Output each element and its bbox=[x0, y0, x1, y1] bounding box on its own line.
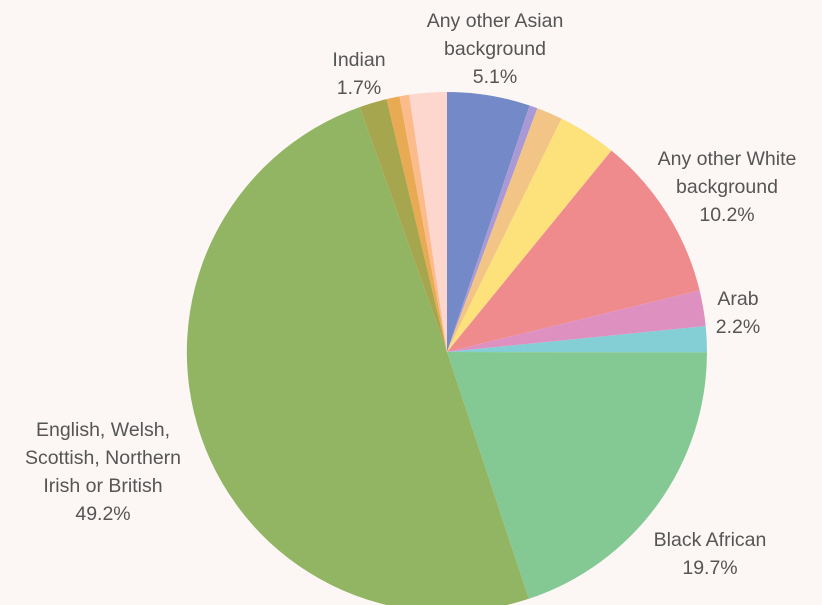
slice-label-arab: Arab 2.2% bbox=[716, 288, 760, 338]
pie-slice-unlabeled-12 bbox=[409, 92, 447, 352]
pie-slice-indian bbox=[359, 99, 447, 353]
slice-label-line: 10.2% bbox=[699, 204, 754, 226]
slice-label-line: English, Welsh, bbox=[36, 419, 170, 441]
slice-label-line: 2.2% bbox=[716, 316, 760, 338]
pie-slice-arab bbox=[447, 290, 706, 352]
slice-label-line: Any other White bbox=[658, 148, 797, 170]
slice-label-line: Scottish, Northern bbox=[25, 447, 181, 469]
slice-label-line: Any other Asian bbox=[427, 10, 564, 32]
pie-slice-any-other-white-background bbox=[447, 150, 700, 352]
slice-label-line: Arab bbox=[717, 288, 758, 310]
slice-label-english-welsh-scottish-northern-irish-or-british: English, Welsh, Scottish, Northern Irish o… bbox=[25, 419, 181, 525]
pie-slice-black-african bbox=[447, 352, 707, 599]
pie-slice-english-welsh-scottish-northern-irish-or-british bbox=[186, 107, 529, 605]
pie-slice-unlabeled-11 bbox=[399, 94, 447, 352]
slice-label-indian: Indian 1.7% bbox=[332, 49, 385, 99]
pie-slice-unlabeled-6 bbox=[447, 326, 708, 353]
pie-slice-any-other-asian-background bbox=[447, 92, 530, 352]
pie-labels: Any other Asian background 5.1% Any other W… bbox=[25, 10, 796, 579]
pie-slices bbox=[186, 92, 708, 605]
pie-slice-unlabeled-2 bbox=[447, 108, 562, 352]
slice-label-line: 49.2% bbox=[75, 503, 130, 525]
slice-label-line: Black African bbox=[654, 529, 767, 551]
slice-label-any-other-white-background: Any other White background 10.2% bbox=[658, 148, 797, 226]
slice-label-any-other-asian-background: Any other Asian background 5.1% bbox=[427, 10, 564, 88]
pie-slice-unlabeled-10 bbox=[386, 96, 447, 352]
slice-label-line: 5.1% bbox=[473, 66, 517, 88]
slice-label-line: 1.7% bbox=[337, 77, 381, 99]
slice-label-line: Irish or British bbox=[43, 475, 162, 497]
slice-label-line: Indian bbox=[332, 49, 385, 71]
slice-label-black-african: Black African 19.7% bbox=[654, 529, 767, 579]
pie-slice-unlabeled-3 bbox=[447, 118, 612, 353]
slice-label-line: background bbox=[444, 38, 546, 60]
pie-slice-unlabeled-1 bbox=[447, 105, 538, 352]
slice-label-line: 19.7% bbox=[682, 557, 737, 579]
slice-label-line: background bbox=[676, 176, 778, 198]
